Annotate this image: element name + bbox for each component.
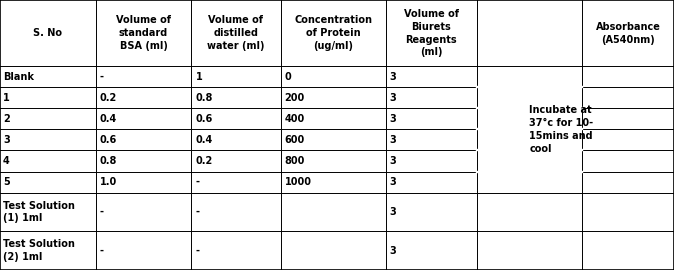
Text: -: - [195, 207, 200, 217]
Text: 3: 3 [390, 156, 396, 166]
Text: 2: 2 [3, 114, 9, 124]
Text: 3: 3 [390, 93, 396, 103]
Text: Incubate at
37°c for 10-
15mins and
cool: Incubate at 37°c for 10- 15mins and cool [530, 105, 594, 154]
Text: -: - [195, 246, 200, 256]
Text: 1.0: 1.0 [100, 177, 117, 187]
Text: 1000: 1000 [284, 177, 311, 187]
Text: Absorbance
(A540nm): Absorbance (A540nm) [596, 22, 661, 45]
Text: 1: 1 [195, 72, 202, 82]
Text: S. No: S. No [34, 28, 63, 38]
Text: 3: 3 [390, 72, 396, 82]
Text: -: - [100, 72, 104, 82]
Text: 5: 5 [3, 177, 9, 187]
Text: 0.6: 0.6 [195, 114, 213, 124]
Text: 0.4: 0.4 [100, 114, 117, 124]
Text: 400: 400 [284, 114, 305, 124]
Text: Volume of
distilled
water (ml): Volume of distilled water (ml) [207, 15, 265, 51]
Text: 0.8: 0.8 [195, 93, 213, 103]
Text: 800: 800 [284, 156, 305, 166]
Text: Test Solution
(1) 1ml: Test Solution (1) 1ml [3, 201, 75, 223]
Text: 4: 4 [3, 156, 9, 166]
Text: -: - [100, 246, 104, 256]
Text: 0.6: 0.6 [100, 135, 117, 145]
Text: 0.2: 0.2 [195, 156, 213, 166]
Text: 0.2: 0.2 [100, 93, 117, 103]
Text: 3: 3 [390, 246, 396, 256]
Text: 3: 3 [390, 114, 396, 124]
Text: Concentration
of Protein
(ug/ml): Concentration of Protein (ug/ml) [294, 15, 372, 51]
Text: Volume of
standard
BSA (ml): Volume of standard BSA (ml) [116, 15, 171, 51]
Text: -: - [100, 207, 104, 217]
Text: 600: 600 [284, 135, 305, 145]
Text: 0: 0 [284, 72, 291, 82]
Text: 3: 3 [390, 177, 396, 187]
Text: 0.4: 0.4 [195, 135, 213, 145]
Text: 3: 3 [3, 135, 9, 145]
Text: Volume of
Biurets
Reagents
(ml): Volume of Biurets Reagents (ml) [404, 9, 459, 58]
Text: 200: 200 [284, 93, 305, 103]
Text: 3: 3 [390, 207, 396, 217]
Text: Blank: Blank [3, 72, 34, 82]
Text: -: - [195, 177, 200, 187]
Text: 3: 3 [390, 135, 396, 145]
Text: Test Solution
(2) 1ml: Test Solution (2) 1ml [3, 239, 75, 262]
Text: 0.8: 0.8 [100, 156, 117, 166]
Text: 1: 1 [3, 93, 9, 103]
